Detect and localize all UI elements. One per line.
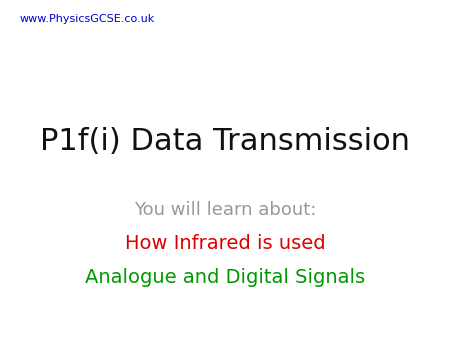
- Text: Analogue and Digital Signals: Analogue and Digital Signals: [85, 268, 365, 287]
- Text: P1f(i) Data Transmission: P1f(i) Data Transmission: [40, 127, 410, 156]
- Text: How Infrared is used: How Infrared is used: [125, 234, 325, 253]
- Text: You will learn about:: You will learn about:: [134, 200, 316, 219]
- Text: www.PhysicsGCSE.co.uk: www.PhysicsGCSE.co.uk: [19, 14, 154, 24]
